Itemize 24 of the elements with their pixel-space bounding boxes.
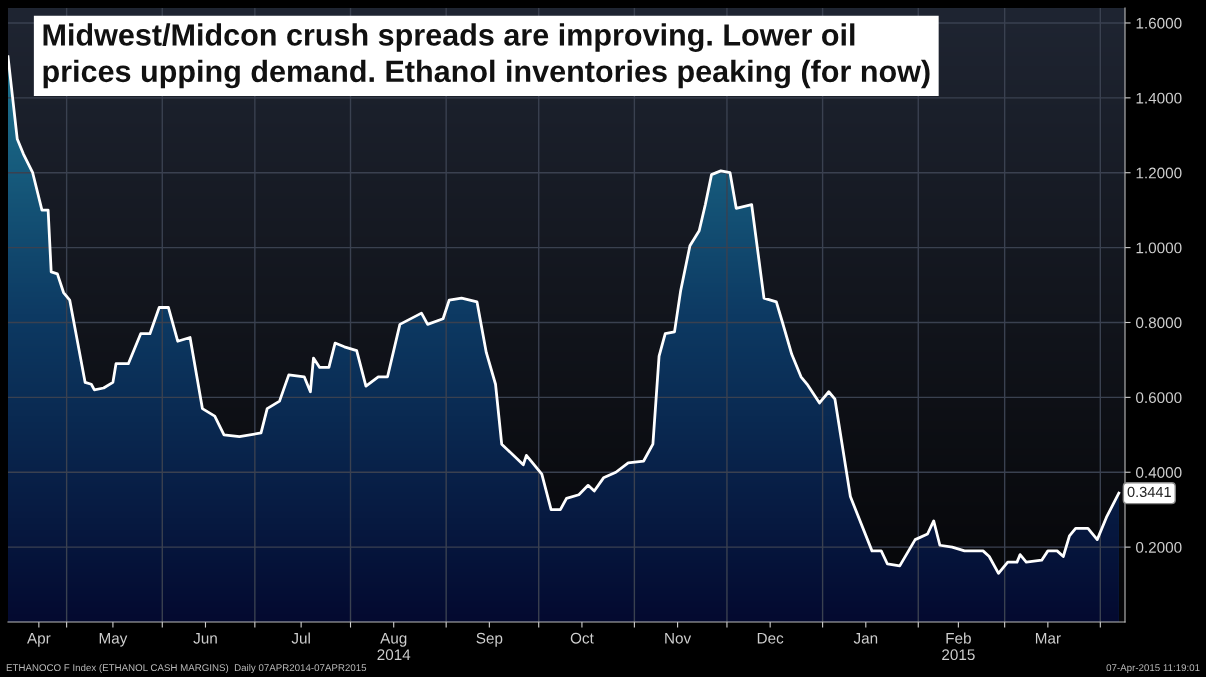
text: 07-Apr-2015 11:19:01 [1106, 664, 1200, 673]
x-tick-label: Nov [665, 632, 692, 644]
annotation: 0.3441 [1127, 486, 1171, 498]
x-tick-label: Jun [193, 632, 217, 644]
text: ETHANOCO F Index (ETHANOL CASH MARGINS) Daily 07APR2014-07APR2015 [6, 663, 367, 673]
x-tick-label: Feb 2015 [942, 632, 975, 661]
y-tick-label: 0.6000 [1136, 392, 1182, 404]
y-tick-label: 0.8000 [1136, 317, 1182, 329]
x-tick-label: Aug 2014 [377, 632, 411, 661]
y-tick-label: 1.4000 [1136, 92, 1182, 104]
x-tick-label: Jan [853, 632, 878, 644]
x-tick-label: Oct [570, 632, 594, 644]
y-tick-label: 1.0000 [1136, 242, 1182, 254]
y-tick-label: 1.2000 [1136, 167, 1182, 179]
y-tick-label: 0.2000 [1136, 541, 1182, 553]
x-tick-label: Sep [476, 632, 503, 647]
x-tick-label: Mar [1035, 632, 1061, 644]
y-tick-label: 0.4000 [1136, 467, 1182, 478]
text: Midwest/Midcon crush spreads are improving. Lower oil prices upping demand. Ethanol inventories peaking (for now) [43, 23, 930, 89]
x-tick-label: Apr [27, 632, 51, 647]
y-tick-label: 1.6000 [1136, 17, 1182, 29]
x-tick-label: Jul [291, 632, 310, 644]
x-tick-label: Dec [757, 632, 784, 644]
x-tick-label: May [99, 632, 128, 647]
